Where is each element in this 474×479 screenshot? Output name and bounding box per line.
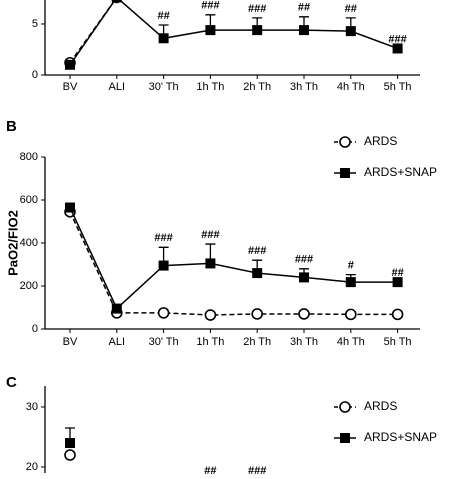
panel-label: B bbox=[6, 118, 17, 135]
x-tick-label: BV bbox=[63, 81, 78, 93]
marker-square bbox=[65, 438, 75, 448]
marker-circle bbox=[344, 308, 357, 321]
marker-square bbox=[299, 272, 309, 283]
y-axis-label: PaO2/FIO2 bbox=[5, 210, 20, 276]
annotation: ### bbox=[201, 229, 219, 241]
x-tick-label: 3h Th bbox=[290, 81, 318, 93]
x-tick-label: 1h Th bbox=[196, 81, 224, 93]
y-tick-label: 800 bbox=[20, 151, 38, 163]
marker-square bbox=[345, 277, 356, 288]
y-tick-label: 0 bbox=[32, 323, 38, 335]
annotation: ### bbox=[154, 232, 172, 244]
marker-square bbox=[205, 25, 216, 36]
marker-square bbox=[252, 25, 263, 36]
legend-label: ARDS+SNAP bbox=[364, 165, 437, 179]
annotation: ### bbox=[248, 3, 266, 15]
x-tick-label: BV bbox=[63, 336, 78, 348]
plot-area bbox=[64, 202, 404, 321]
marker-square bbox=[111, 0, 122, 3]
marker-square bbox=[392, 277, 403, 288]
y-tick-label: 0 bbox=[32, 69, 38, 81]
marker-circle bbox=[251, 308, 264, 320]
series-line bbox=[69, 0, 398, 66]
marker-circle bbox=[157, 307, 170, 319]
x-tick-label: 3h Th bbox=[290, 336, 318, 348]
marker-square bbox=[345, 26, 356, 37]
annotation: ## bbox=[157, 10, 169, 22]
annotation: ## bbox=[391, 267, 403, 279]
x-tick-label: 2h Th bbox=[243, 81, 271, 93]
annotation: # bbox=[348, 260, 354, 272]
marker-square bbox=[205, 258, 216, 269]
marker-square bbox=[65, 202, 75, 213]
x-tick-label: 30' Th bbox=[149, 336, 179, 348]
series-line bbox=[69, 207, 398, 310]
annotation: ## bbox=[345, 3, 357, 15]
plot-area bbox=[64, 427, 76, 461]
series-line bbox=[69, 211, 398, 316]
plot-area bbox=[64, 0, 403, 70]
annotation: ### bbox=[248, 465, 266, 474]
panel-label: C bbox=[6, 374, 17, 391]
marker-square bbox=[299, 25, 309, 36]
x-tick-label: 5h Th bbox=[384, 336, 412, 348]
y-tick-label: 30 bbox=[26, 401, 38, 413]
x-tick-label: 4h Th bbox=[337, 81, 365, 93]
annotation: ## bbox=[298, 2, 310, 14]
annotation: ### bbox=[388, 33, 406, 45]
marker-circle bbox=[391, 308, 404, 321]
annotation: ### bbox=[201, 0, 219, 12]
x-tick-label: ALI bbox=[109, 81, 126, 93]
y-tick-label: 400 bbox=[20, 237, 38, 249]
y-tick-label: 600 bbox=[20, 194, 38, 206]
marker-circle bbox=[298, 308, 310, 320]
x-tick-label: 5h Th bbox=[384, 81, 412, 93]
x-tick-label: ALI bbox=[109, 336, 126, 348]
x-tick-label: 30' Th bbox=[149, 81, 179, 93]
legend-label: ARDS+SNAP bbox=[364, 430, 437, 444]
annotation: ### bbox=[248, 245, 266, 257]
legend-marker bbox=[339, 401, 351, 413]
legend-label: ARDS bbox=[364, 134, 397, 148]
annotation: ## bbox=[204, 465, 216, 474]
x-tick-label: 4h Th bbox=[337, 336, 365, 348]
marker-square bbox=[158, 260, 169, 271]
marker-square bbox=[392, 43, 403, 54]
marker-square bbox=[158, 33, 169, 44]
y-tick-label: 5 bbox=[32, 18, 38, 30]
marker-circle bbox=[64, 449, 76, 461]
legend-label: ARDS bbox=[364, 399, 397, 413]
legend-marker bbox=[340, 433, 350, 443]
x-tick-label: 2h Th bbox=[243, 336, 271, 348]
marker-circle bbox=[204, 309, 217, 321]
marker-square bbox=[65, 59, 75, 70]
marker-square bbox=[111, 303, 122, 314]
x-tick-label: 1h Th bbox=[196, 336, 224, 348]
y-tick-label: 200 bbox=[20, 280, 38, 292]
y-tick-label: 20 bbox=[26, 461, 38, 473]
marker-square bbox=[252, 268, 263, 279]
legend-marker bbox=[339, 136, 351, 148]
annotation: ### bbox=[295, 254, 313, 266]
legend-marker bbox=[340, 168, 350, 178]
